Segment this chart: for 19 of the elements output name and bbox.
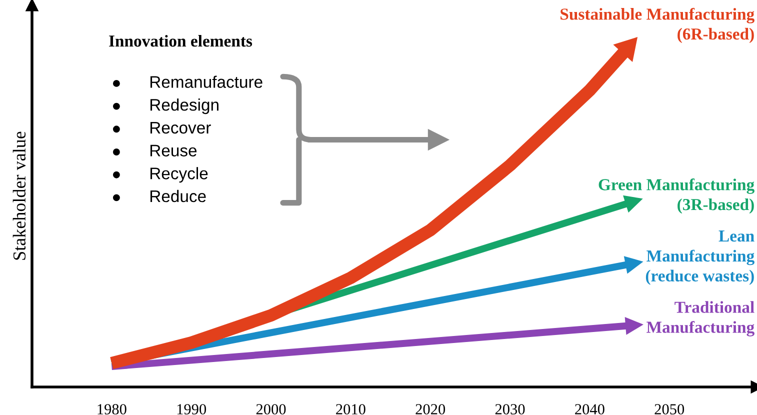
annotation: Reduce	[150, 190, 206, 202]
x-tick-label: 2030	[495, 404, 525, 414]
annotation: Innovation elements	[109, 34, 252, 47]
x-tick-label: 2000	[256, 404, 286, 414]
series-label: Traditional Manufacturing	[646, 301, 754, 336]
annotation: Recycle	[150, 167, 208, 183]
annotation: Reuse	[150, 144, 197, 156]
x-tick-label: 1990	[177, 404, 206, 414]
x-tick-label: 2050	[654, 404, 684, 414]
annotation: Remanufacture	[150, 76, 262, 88]
x-tick-label: 2020	[416, 404, 446, 414]
x-tick-label: 2010	[336, 404, 366, 414]
annotation: Recover	[150, 122, 211, 134]
series-label: Lean Manufacturing (reduce wastes)	[646, 230, 754, 285]
y-axis-title: Stakeholder value	[12, 132, 26, 260]
x-tick-label: 2040	[575, 404, 604, 414]
text: Sustainable Manufacturing (6R-based)	[560, 8, 754, 44]
x-tick-label: 1980	[98, 404, 126, 414]
annotation: Redesign	[150, 98, 218, 114]
